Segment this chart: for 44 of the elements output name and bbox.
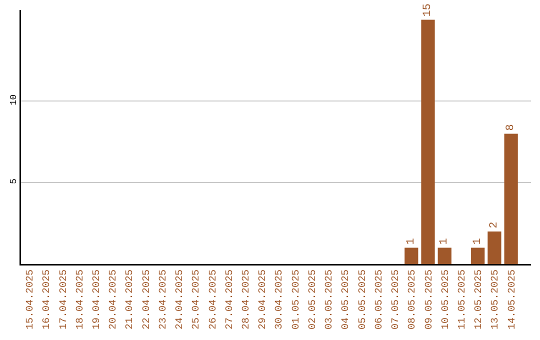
x-tick-label: 19.04.2025 bbox=[92, 270, 104, 330]
x-tick-label: 04.05.2025 bbox=[341, 270, 352, 330]
x-tick-label: 27.04.2025 bbox=[224, 270, 236, 330]
y-tick-label: 5 bbox=[8, 178, 19, 184]
bar bbox=[421, 20, 435, 264]
x-tick-label: 13.05.2025 bbox=[490, 270, 502, 330]
x-tick-label: 21.04.2025 bbox=[125, 270, 136, 330]
x-tick-label: 08.05.2025 bbox=[408, 270, 419, 330]
x-tick-label: 07.05.2025 bbox=[391, 270, 402, 330]
x-tick-label: 06.05.2025 bbox=[374, 270, 386, 330]
x-tick-label: 03.05.2025 bbox=[324, 270, 336, 330]
bar bbox=[504, 134, 518, 264]
x-tick-label: 11.05.2025 bbox=[457, 270, 468, 330]
x-tick-label: 29.04.2025 bbox=[258, 270, 270, 330]
data-label: 2 bbox=[488, 222, 500, 228]
x-tick-label: 16.04.2025 bbox=[42, 270, 54, 330]
x-tick-label: 15.04.2025 bbox=[26, 270, 37, 330]
data-label: 8 bbox=[505, 124, 518, 131]
bar bbox=[471, 248, 485, 264]
x-tick-label: 30.04.2025 bbox=[274, 270, 286, 330]
x-tick-label: 05.05.2025 bbox=[358, 270, 369, 330]
x-tick-label: 14.05.2025 bbox=[507, 270, 518, 330]
x-tick-label: 02.05.2025 bbox=[308, 270, 319, 330]
x-tick-label: 20.04.2025 bbox=[108, 270, 120, 330]
bar bbox=[488, 231, 502, 264]
x-tick-label: 10.05.2025 bbox=[440, 270, 452, 330]
data-label: 1 bbox=[405, 238, 418, 245]
x-tick-label: 28.04.2025 bbox=[242, 270, 253, 330]
x-tick-label: 18.04.2025 bbox=[75, 270, 86, 330]
x-tick-label: 12.05.2025 bbox=[474, 270, 486, 330]
bar bbox=[438, 248, 452, 264]
x-tick-label: 01.05.2025 bbox=[291, 270, 302, 330]
x-tick-label: 26.04.2025 bbox=[208, 270, 220, 330]
data-label: 15 bbox=[422, 4, 434, 17]
x-tick-label: 22.04.2025 bbox=[142, 270, 153, 330]
x-tick-label: 25.04.2025 bbox=[192, 270, 203, 330]
data-label: 1 bbox=[472, 238, 484, 245]
x-tick-label: 09.05.2025 bbox=[424, 270, 436, 330]
x-tick-label: 23.04.2025 bbox=[158, 270, 170, 330]
data-label: 1 bbox=[438, 238, 451, 245]
x-tick-label: 24.04.2025 bbox=[175, 270, 186, 330]
bar bbox=[404, 248, 418, 264]
x-tick-label: 17.04.2025 bbox=[58, 270, 70, 330]
y-tick-label: 10 bbox=[8, 94, 19, 106]
